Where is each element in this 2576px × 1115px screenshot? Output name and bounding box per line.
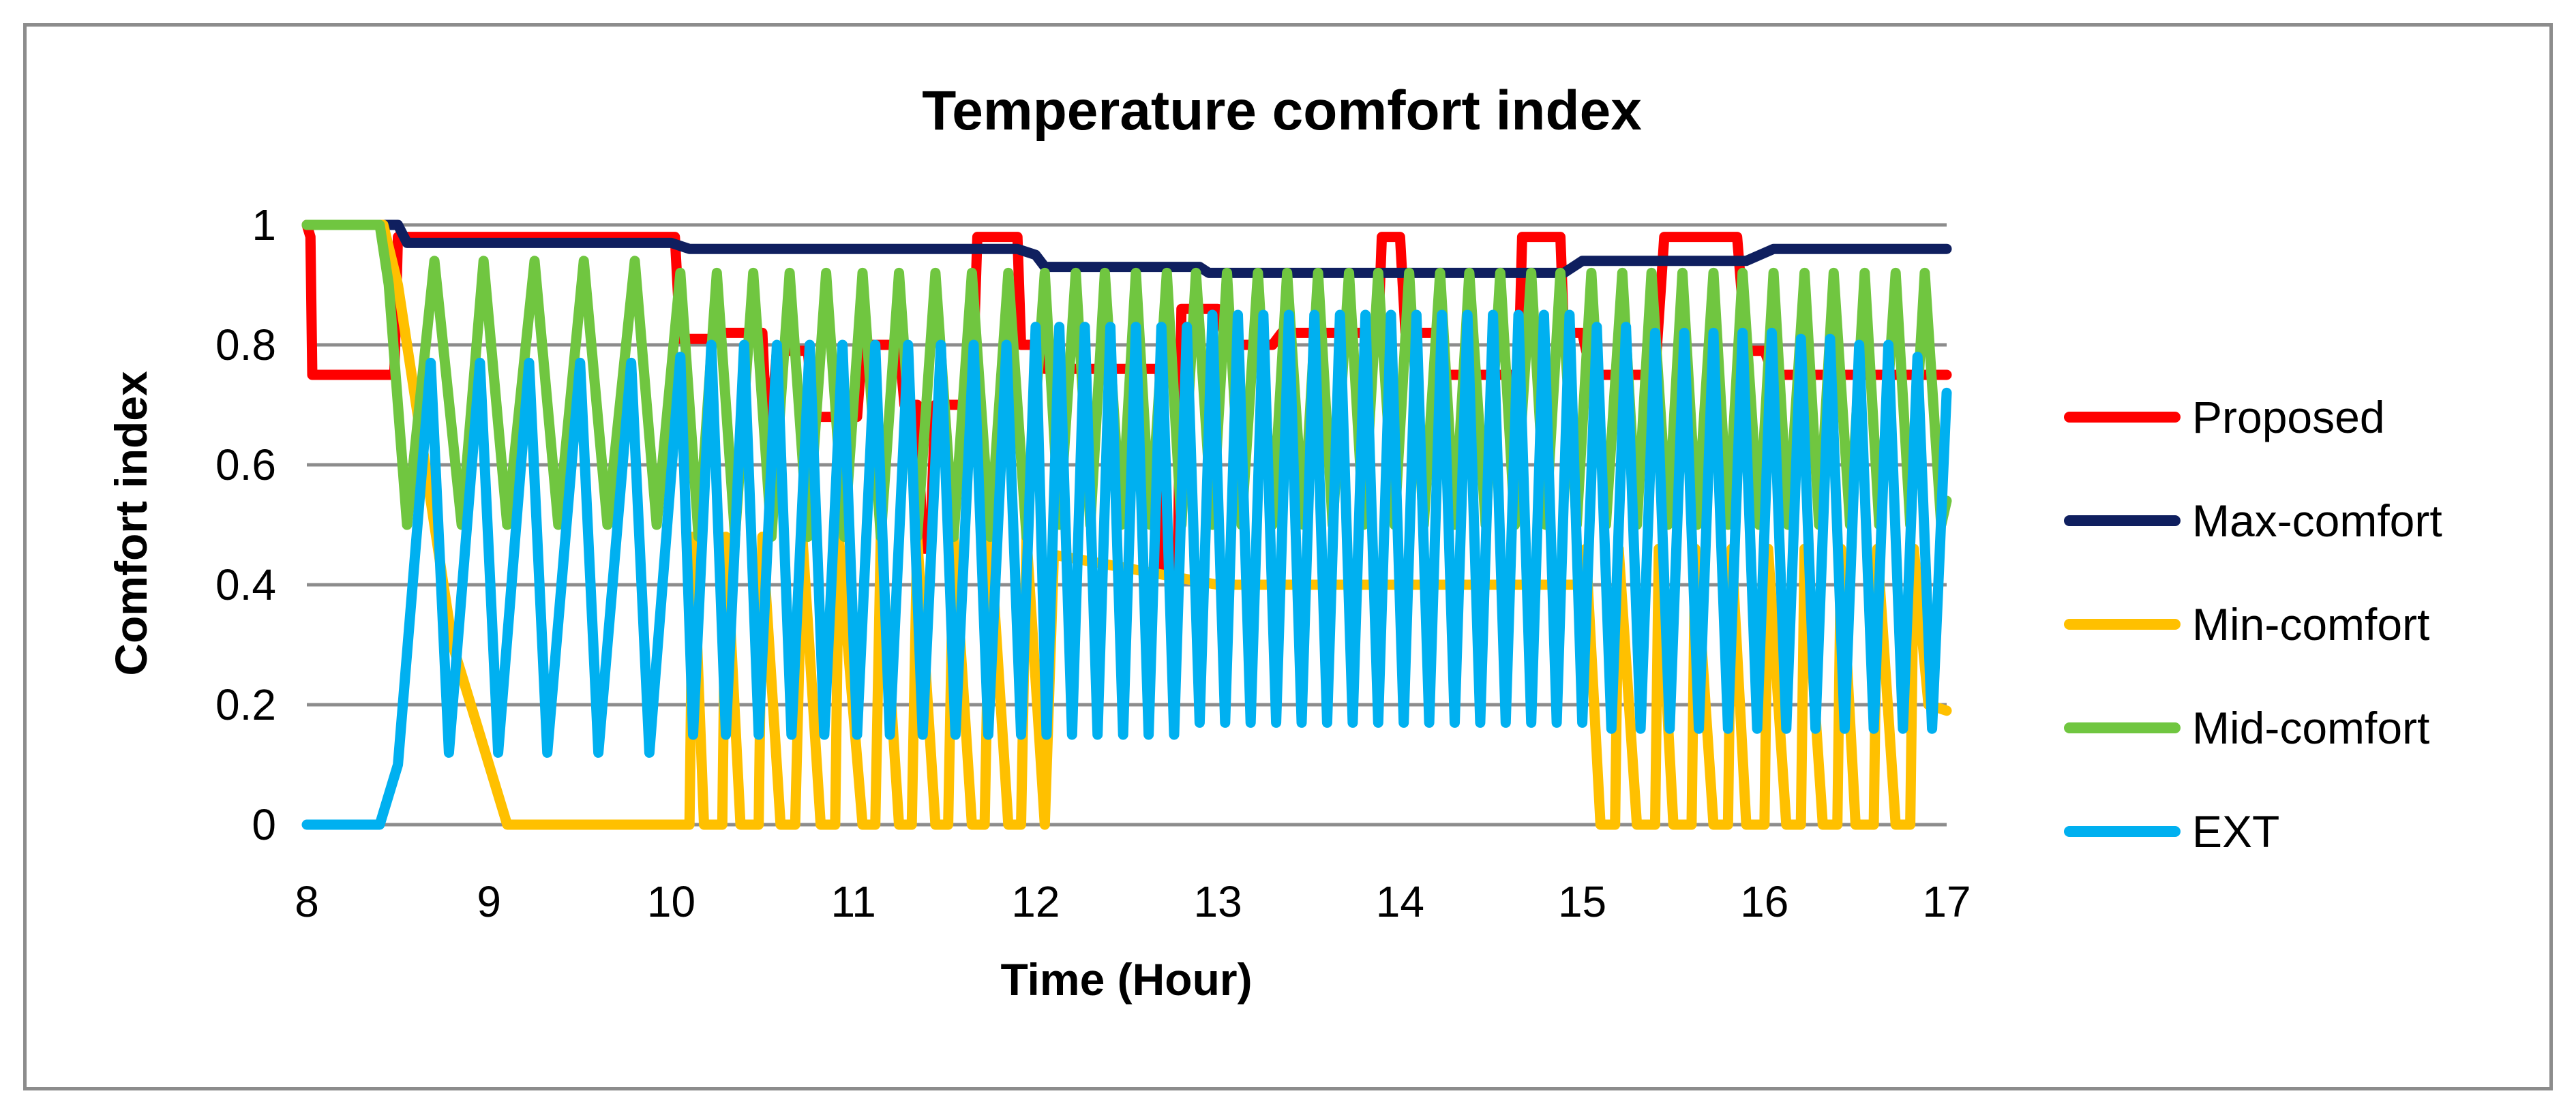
x-tick-label: 16 [1740,877,1788,926]
x-tick-label: 11 [830,877,875,926]
legend-label-ext: EXT [2192,806,2279,857]
series-line-ext [301,309,1952,830]
legend: Proposed Max-comfort Min-comfort Mid-comfor… [2064,392,2442,857]
x-tick-labels: 8 9 10 11 12 13 14 15 16 17 [295,877,1971,926]
x-axis-title: Time (Hour) [1000,954,1252,1005]
series-line-min-comfort [301,219,1952,830]
y-tick-label: 0.2 [215,680,276,729]
x-tick-label: 15 [1558,877,1606,926]
x-tick-label: 14 [1376,877,1424,926]
y-tick-labels: 0 0.2 0.4 0.6 0.8 1 [215,200,276,849]
x-tick-label: 13 [1194,877,1242,926]
y-axis-title: Comfort index [106,371,156,676]
y-tick-label: 0.6 [215,440,276,489]
y-tick-label: 1 [252,200,276,249]
legend-label-proposed: Proposed [2192,392,2385,442]
legend-label-min-comfort: Min-comfort [2192,599,2429,650]
x-tick-label: 17 [1922,877,1971,926]
legend-label-mid-comfort: Mid-comfort [2192,703,2429,753]
y-tick-label: 0 [252,800,276,849]
series-lines [301,219,1952,830]
series-line-max-comfort [301,219,1952,278]
x-tick-label: 10 [647,877,695,926]
chart-title: Temperature comfort index [922,80,1642,142]
x-tick-label: 12 [1011,877,1060,926]
y-tick-label: 0.4 [215,560,276,609]
x-tick-label: 9 [477,877,501,926]
y-tick-label: 0.8 [215,320,276,369]
x-tick-label: 8 [295,877,319,926]
legend-label-max-comfort: Max-comfort [2192,495,2442,546]
